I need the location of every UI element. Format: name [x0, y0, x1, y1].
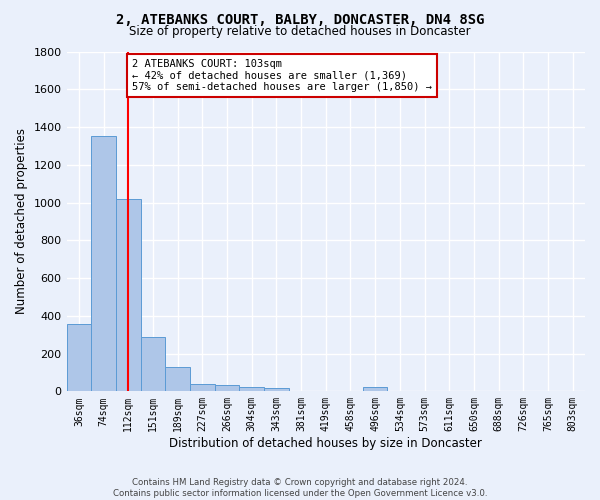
- Bar: [67, 324, 91, 392]
- Bar: [264, 388, 289, 392]
- X-axis label: Distribution of detached houses by size in Doncaster: Distribution of detached houses by size …: [169, 437, 482, 450]
- Text: 2, ATEBANKS COURT, BALBY, DONCASTER, DN4 8SG: 2, ATEBANKS COURT, BALBY, DONCASTER, DN4…: [116, 12, 484, 26]
- Bar: [165, 367, 190, 392]
- Bar: [215, 384, 239, 392]
- Bar: [190, 384, 215, 392]
- Y-axis label: Number of detached properties: Number of detached properties: [15, 128, 28, 314]
- Bar: [116, 199, 140, 392]
- Bar: [140, 336, 165, 392]
- Text: Contains HM Land Registry data © Crown copyright and database right 2024.
Contai: Contains HM Land Registry data © Crown c…: [113, 478, 487, 498]
- Bar: [91, 136, 116, 392]
- Bar: [363, 387, 388, 392]
- Bar: [239, 387, 264, 392]
- Text: Size of property relative to detached houses in Doncaster: Size of property relative to detached ho…: [129, 25, 471, 38]
- Text: 2 ATEBANKS COURT: 103sqm
← 42% of detached houses are smaller (1,369)
57% of sem: 2 ATEBANKS COURT: 103sqm ← 42% of detach…: [132, 59, 432, 92]
